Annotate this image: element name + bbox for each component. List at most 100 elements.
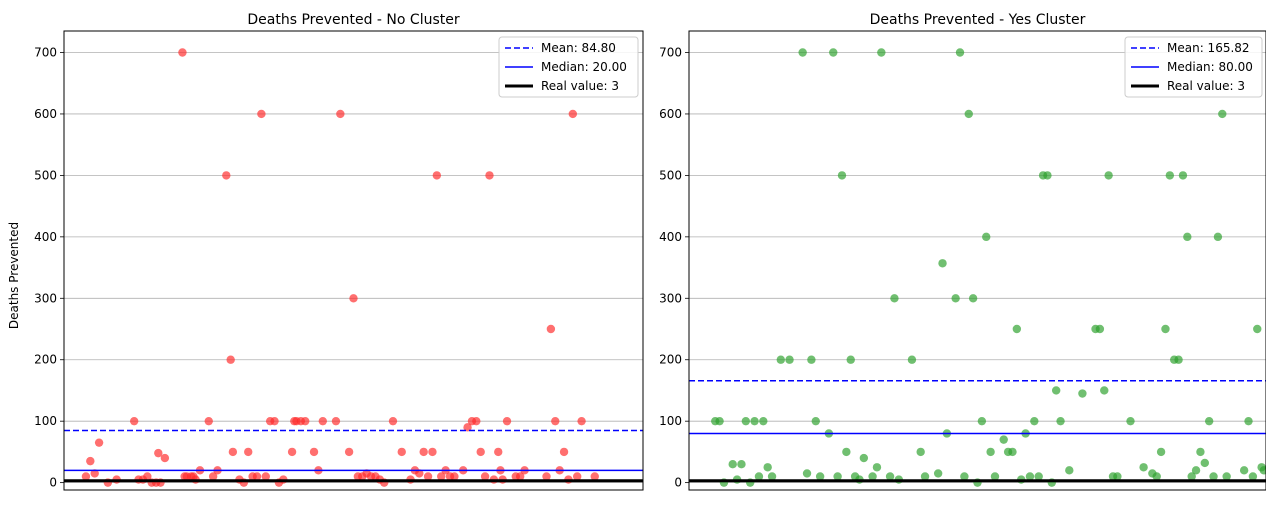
data-point	[244, 447, 253, 457]
data-point	[1209, 472, 1218, 481]
y-tick-label: 700	[659, 46, 682, 60]
chart-panel-1: Deaths Prevented - No Cluster Deaths Prev…	[7, 12, 644, 491]
data-point	[90, 469, 99, 478]
y-tick-label: 700	[34, 46, 57, 60]
data-point	[885, 472, 895, 481]
data-point	[1204, 416, 1214, 426]
data-point	[463, 423, 472, 432]
data-point	[872, 463, 882, 472]
y-tick-label: 300	[659, 291, 682, 305]
y-tick-label: 600	[34, 107, 57, 121]
data-point	[252, 472, 262, 481]
data-point	[1213, 232, 1223, 242]
data-point	[154, 448, 163, 458]
data-point	[143, 472, 152, 481]
data-point	[1051, 386, 1061, 395]
data-point	[1065, 466, 1074, 475]
data-point	[907, 355, 917, 364]
data-point	[829, 48, 838, 57]
data-point	[222, 171, 231, 180]
data-point	[1126, 416, 1135, 426]
data-point	[331, 416, 341, 426]
data-point	[178, 48, 187, 57]
data-point	[502, 416, 512, 426]
data-point	[982, 232, 991, 242]
data-point	[1222, 472, 1231, 481]
y-tick-label: 200	[659, 353, 682, 367]
data-point	[1200, 458, 1210, 468]
y-tick-label: 600	[659, 107, 682, 121]
legend-label: Real value: 3	[1167, 79, 1245, 93]
data-point	[802, 469, 812, 478]
data-point	[815, 472, 825, 481]
data-point	[287, 447, 297, 457]
legend-label: Mean: 165.82	[1167, 41, 1250, 55]
data-point	[737, 459, 746, 469]
data-point	[1095, 324, 1105, 334]
y-tick-label: 300	[34, 291, 57, 305]
y-tick-label: 500	[659, 168, 682, 182]
legend: Mean: 165.82 Median: 80.00 Real value: 3	[1124, 36, 1263, 98]
data-point	[1100, 386, 1109, 395]
y-tick-label: 200	[34, 353, 57, 367]
legend: Mean: 84.80 Median: 20.00 Real value: 3	[498, 36, 639, 98]
data-point	[877, 48, 886, 57]
data-point	[1152, 472, 1161, 481]
data-point	[1244, 416, 1253, 426]
data-point	[968, 294, 978, 303]
data-point	[204, 416, 213, 426]
data-point	[419, 447, 428, 457]
data-point	[842, 447, 851, 457]
data-point	[515, 472, 525, 481]
data-point	[1239, 466, 1249, 475]
data-point	[1165, 171, 1175, 180]
data-point	[160, 453, 170, 463]
data-point	[938, 259, 947, 268]
data-point	[1056, 416, 1065, 426]
data-point	[1174, 355, 1183, 364]
data-point	[1259, 466, 1266, 475]
data-point	[837, 171, 847, 180]
data-point	[568, 109, 578, 119]
y-tick-label: 400	[659, 230, 682, 244]
y-axis-label: Deaths Prevented	[7, 222, 21, 329]
data-point	[437, 472, 446, 481]
data-point	[94, 438, 104, 447]
data-point	[715, 416, 724, 426]
data-point	[1113, 472, 1122, 481]
data-point	[494, 447, 503, 457]
legend-label: Median: 20.00	[541, 60, 627, 74]
data-point	[270, 416, 279, 426]
data-point	[415, 469, 424, 478]
data-point	[1139, 463, 1148, 472]
data-point	[573, 472, 582, 481]
data-point	[1161, 324, 1170, 334]
data-point	[472, 416, 481, 426]
chart-panel-2: Deaths Prevented - Yes Cluster 0 100 200 300…	[659, 12, 1266, 491]
data-point	[986, 447, 995, 457]
data-point	[1218, 109, 1227, 119]
data-point	[81, 472, 91, 481]
data-point	[754, 472, 764, 481]
data-point	[868, 472, 877, 481]
y-tick-label: 100	[659, 414, 682, 428]
data-point	[811, 416, 820, 426]
data-point	[485, 171, 494, 180]
data-point	[990, 472, 1000, 481]
data-point	[951, 294, 960, 303]
data-point	[1187, 472, 1196, 481]
data-point	[807, 355, 816, 364]
data-point	[728, 459, 737, 469]
plot-frame	[688, 30, 1266, 491]
data-point	[577, 416, 586, 426]
y-tick-label: 100	[34, 414, 57, 428]
data-point	[846, 355, 855, 364]
data-point	[344, 447, 354, 457]
data-point	[428, 447, 437, 457]
data-point	[261, 472, 270, 481]
data-point	[999, 435, 1008, 444]
data-point	[767, 472, 777, 481]
data-point	[208, 472, 218, 481]
